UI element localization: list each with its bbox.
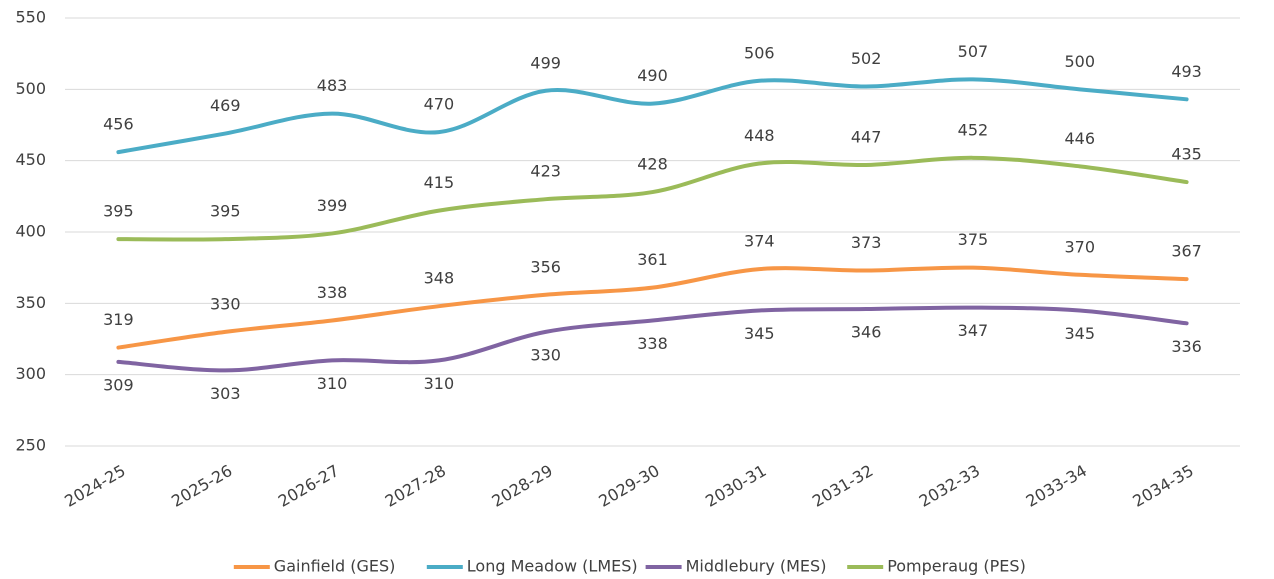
data-label: 375 (958, 230, 989, 249)
x-tick-label: 2024-25 (61, 461, 128, 511)
x-tick-label: 2031-32 (809, 461, 876, 511)
data-label: 338 (317, 283, 348, 302)
data-label: 435 (1171, 145, 1202, 164)
data-label: 346 (851, 323, 882, 342)
data-label: 310 (317, 374, 348, 393)
data-label: 499 (530, 53, 561, 72)
data-label: 367 (1171, 242, 1202, 261)
x-tick-label: 2033-34 (1023, 461, 1090, 511)
data-label: 500 (1064, 52, 1095, 71)
x-tick-label: 2032-33 (916, 461, 983, 511)
data-label: 330 (530, 345, 561, 364)
data-label: 303 (210, 384, 241, 403)
data-label: 452 (958, 120, 989, 139)
x-tick-label: 2025-26 (168, 461, 235, 511)
x-tick-label: 2028-29 (489, 461, 556, 511)
y-tick-label: 250 (15, 436, 46, 455)
legend-label: Middlebury (MES) (686, 557, 827, 576)
y-tick-label: 550 (15, 8, 46, 27)
data-label: 330 (210, 294, 241, 313)
data-label: 447 (851, 127, 882, 146)
data-label: 310 (424, 374, 455, 393)
series-line (116, 155, 1189, 242)
y-tick-label: 450 (15, 150, 46, 169)
data-label: 507 (958, 42, 989, 61)
data-label: 345 (1064, 324, 1095, 343)
legend-label: Long Meadow (LMES) (467, 557, 638, 576)
data-label: 456 (103, 115, 134, 134)
y-tick-label: 400 (15, 222, 46, 241)
y-tick-label: 500 (15, 79, 46, 98)
data-label: 483 (317, 76, 348, 95)
data-label: 347 (958, 321, 989, 340)
data-label: 423 (530, 162, 561, 181)
data-label: 309 (103, 375, 134, 394)
data-label: 469 (210, 96, 241, 115)
data-label: 345 (744, 324, 775, 343)
data-label: 446 (1064, 129, 1095, 148)
data-label: 373 (851, 233, 882, 252)
series-line (116, 305, 1189, 373)
data-label: 415 (424, 173, 455, 192)
data-label: 374 (744, 232, 775, 251)
x-tick-label: 2027-28 (382, 461, 449, 511)
data-label: 361 (637, 250, 668, 269)
data-label: 448 (744, 126, 775, 145)
data-label: 506 (744, 43, 775, 62)
legend-label: Gainfield (GES) (274, 557, 396, 576)
data-label: 338 (637, 334, 668, 353)
data-label: 348 (424, 269, 455, 288)
x-tick-label: 2029-30 (595, 461, 662, 511)
data-label: 490 (637, 66, 668, 85)
x-tick-label: 2030-31 (702, 461, 769, 511)
data-label: 399 (317, 196, 348, 215)
y-tick-label: 300 (15, 364, 46, 383)
data-label: 370 (1064, 237, 1095, 256)
x-tick-label: 2026-27 (275, 461, 342, 511)
legend-label: Pomperaug (PES) (887, 557, 1026, 576)
data-label: 395 (210, 202, 241, 221)
data-label: 428 (637, 155, 668, 174)
series-line (116, 265, 1189, 350)
data-label: 356 (530, 257, 561, 276)
y-tick-label: 350 (15, 293, 46, 312)
data-label: 502 (851, 49, 882, 68)
series-line (116, 77, 1189, 155)
data-label: 395 (103, 202, 134, 221)
x-tick-label: 2034-35 (1129, 461, 1196, 511)
data-label: 493 (1171, 62, 1202, 81)
data-label: 336 (1171, 337, 1202, 356)
data-label: 470 (424, 95, 455, 114)
data-label: 319 (103, 310, 134, 329)
